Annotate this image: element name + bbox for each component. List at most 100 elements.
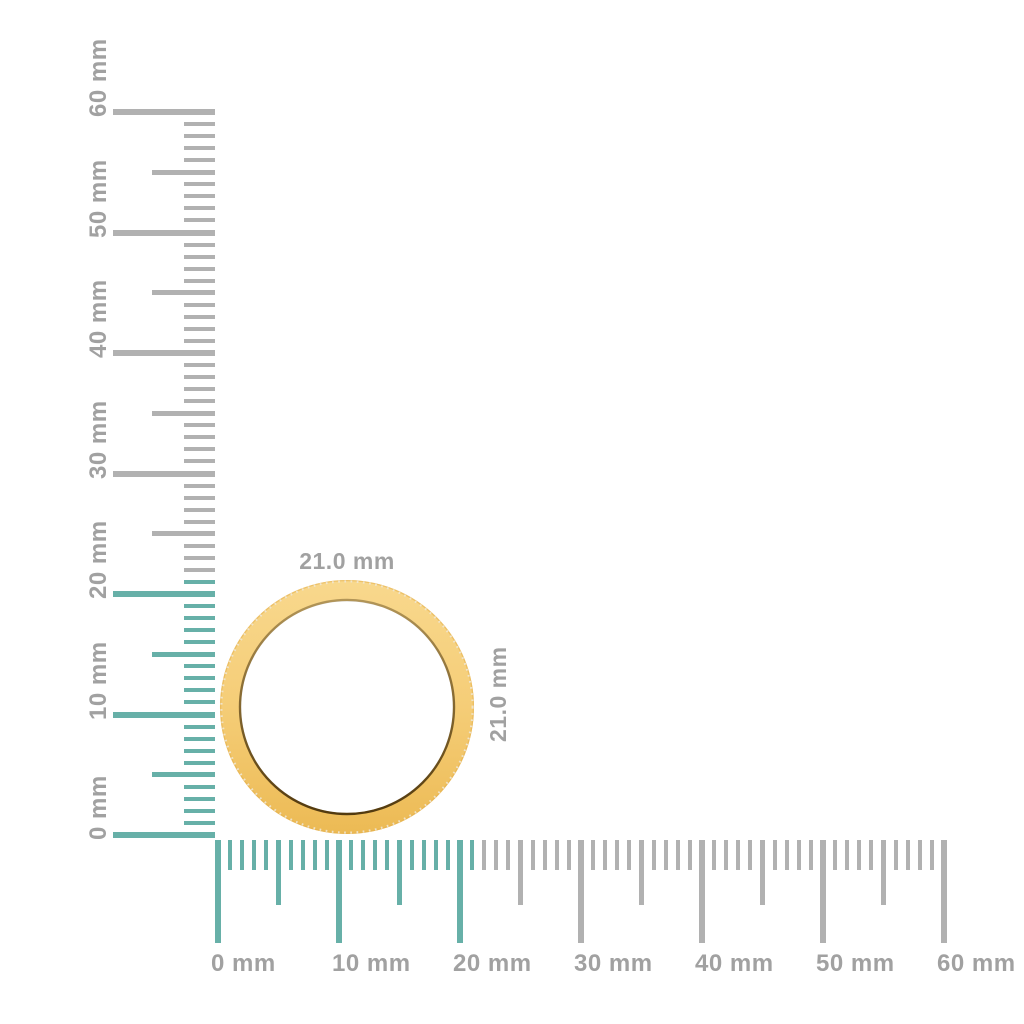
horizontal-ruler-tick: [845, 840, 850, 870]
ring-height-dimension-label: 21.0 mm: [485, 646, 511, 742]
horizontal-ruler-tick: [482, 840, 487, 870]
vertical-ruler-tick: [184, 254, 215, 259]
vertical-ruler-tick: [184, 387, 215, 392]
horizontal-ruler-tick: [433, 840, 438, 870]
horizontal-ruler-tick: [784, 840, 789, 870]
vertical-ruler-tick: [184, 628, 215, 633]
vertical-ruler-tick: [152, 410, 215, 416]
vertical-ruler-tick: [113, 711, 215, 718]
vertical-ruler-tick: [113, 591, 215, 597]
vertical-ruler-tick: [184, 194, 215, 199]
horizontal-ruler-tick: [300, 840, 305, 870]
horizontal-ruler-tick: [312, 840, 317, 870]
vertical-ruler-tick: [184, 218, 215, 223]
vertical-ruler-tick: [184, 399, 215, 404]
horizontal-ruler-tick: [796, 840, 801, 870]
vertical-ruler-tick: [152, 531, 215, 537]
vertical-ruler-label: 50 mm: [85, 158, 112, 238]
vertical-ruler-tick: [184, 507, 215, 512]
vertical-ruler-tick: [184, 495, 215, 500]
vertical-ruler-tick: [184, 543, 215, 548]
vertical-ruler-tick: [184, 326, 215, 331]
vertical-ruler-tick: [184, 242, 215, 247]
vertical-ruler-tick: [184, 820, 215, 825]
horizontal-ruler-tick: [566, 840, 571, 870]
vertical-ruler-label: 20 mm: [85, 520, 112, 599]
vertical-ruler-tick: [184, 278, 215, 283]
horizontal-ruler-tick: [457, 840, 463, 943]
horizontal-ruler-tick: [869, 840, 874, 870]
horizontal-ruler-tick: [917, 840, 922, 870]
horizontal-ruler-tick: [228, 840, 233, 870]
horizontal-ruler-tick: [712, 840, 717, 870]
vertical-ruler-tick: [113, 350, 215, 356]
vertical-ruler-tick: [184, 724, 215, 729]
vertical-ruler-tick: [184, 748, 215, 753]
vertical-ruler-tick: [184, 604, 215, 609]
horizontal-ruler-label: 10 mm: [332, 950, 411, 977]
horizontal-ruler-label: 0 mm: [211, 950, 276, 977]
vertical-ruler-tick: [184, 796, 215, 801]
ring-width-dimension-label: 21.0 mm: [299, 548, 395, 574]
vertical-ruler-tick: [113, 470, 215, 477]
vertical-ruler-tick: [113, 832, 215, 838]
horizontal-ruler-tick: [530, 840, 535, 870]
horizontal-ruler-tick: [905, 840, 910, 870]
vertical-ruler-label: 0 mm: [85, 775, 112, 840]
horizontal-ruler-tick: [240, 840, 245, 870]
vertical-ruler-tick: [184, 363, 215, 368]
ring-inner-hole: [241, 601, 453, 813]
vertical-ruler-tick: [184, 640, 215, 645]
horizontal-ruler-label: 40 mm: [695, 950, 774, 977]
vertical-ruler-tick: [184, 808, 215, 813]
vertical-ruler-tick: [152, 772, 215, 778]
vertical-ruler-tick: [184, 700, 215, 705]
vertical-ruler-tick: [184, 447, 215, 452]
horizontal-ruler-tick: [651, 840, 656, 870]
vertical-ruler-label: 60 mm: [85, 38, 112, 117]
vertical-ruler-tick: [184, 146, 215, 151]
horizontal-ruler-tick: [663, 840, 668, 870]
vertical-ruler-tick: [152, 651, 215, 657]
vertical-ruler-tick: [184, 784, 215, 789]
horizontal-ruler-tick: [264, 840, 269, 870]
horizontal-ruler-tick: [639, 840, 644, 905]
horizontal-ruler-label: 50 mm: [816, 950, 895, 977]
horizontal-ruler-tick: [336, 840, 342, 943]
horizontal-ruler-tick: [820, 840, 826, 943]
horizontal-ruler-label: 60 mm: [937, 950, 1016, 977]
vertical-ruler-tick: [184, 338, 215, 343]
vertical-ruler-tick: [184, 435, 215, 440]
vertical-ruler-tick: [184, 736, 215, 741]
horizontal-ruler-tick: [929, 840, 934, 870]
horizontal-ruler-tick: [385, 840, 390, 870]
gold-ring-image: [219, 579, 475, 835]
ring-inner-shadow: [238, 598, 456, 816]
horizontal-ruler-tick: [276, 840, 281, 905]
vertical-ruler-tick: [184, 134, 215, 139]
horizontal-ruler-label: 30 mm: [574, 950, 653, 977]
horizontal-ruler-tick: [445, 840, 450, 870]
vertical-ruler-tick: [184, 375, 215, 380]
horizontal-ruler-tick: [288, 840, 293, 870]
horizontal-ruler-tick: [397, 840, 402, 905]
horizontal-ruler-tick: [760, 840, 765, 905]
horizontal-ruler-tick: [603, 840, 608, 870]
horizontal-ruler-tick: [833, 840, 838, 870]
horizontal-ruler-tick: [361, 840, 366, 870]
vertical-ruler-tick: [184, 206, 215, 211]
horizontal-ruler-tick: [324, 840, 329, 870]
horizontal-ruler-tick: [808, 840, 813, 870]
horizontal-ruler-tick: [687, 840, 692, 870]
vertical-ruler-tick: [184, 567, 215, 572]
vertical-ruler-tick: [184, 664, 215, 669]
vertical-ruler-label: 30 mm: [85, 399, 112, 479]
horizontal-ruler-tick: [578, 840, 584, 943]
vertical-ruler-tick: [184, 459, 215, 464]
horizontal-ruler-tick: [772, 840, 777, 870]
horizontal-ruler-tick: [615, 840, 620, 870]
vertical-ruler-tick: [184, 519, 215, 524]
horizontal-ruler-tick: [506, 840, 511, 870]
ring-diamond-dots: [220, 580, 474, 834]
